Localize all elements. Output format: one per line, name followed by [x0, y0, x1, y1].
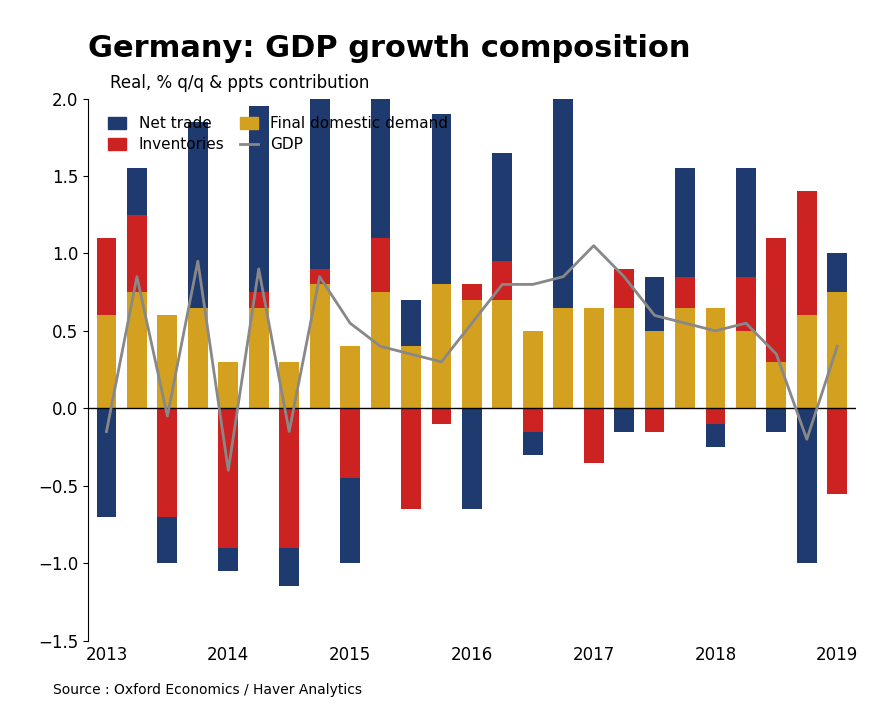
Bar [523, 331, 542, 408]
Text: Real, % q/q & ppts contribution: Real, % q/q & ppts contribution [110, 74, 370, 92]
Bar [310, 269, 330, 284]
Bar [370, 68, 391, 238]
Bar [706, 424, 725, 447]
Bar [158, 315, 177, 408]
Bar [188, 308, 208, 408]
Bar [219, 408, 238, 548]
Bar [462, 284, 482, 300]
Bar [645, 331, 664, 408]
Bar [249, 308, 269, 408]
Bar [340, 478, 360, 563]
Bar [340, 408, 360, 478]
Bar [462, 300, 482, 408]
Bar [675, 308, 695, 408]
Bar [827, 253, 848, 292]
Bar [492, 261, 512, 300]
Bar [249, 292, 269, 308]
Bar [280, 362, 299, 408]
Bar [706, 308, 725, 408]
Bar [280, 548, 299, 586]
Bar [401, 346, 421, 408]
Bar [736, 277, 756, 331]
Bar [645, 277, 664, 331]
Bar [736, 168, 756, 277]
Bar [492, 300, 512, 408]
Bar [645, 408, 664, 432]
Bar [553, 308, 573, 408]
Bar [766, 362, 786, 408]
Bar [401, 408, 421, 509]
Bar [523, 408, 542, 432]
Bar [310, 83, 330, 269]
Bar [553, 91, 573, 308]
Bar [766, 238, 786, 362]
Bar [614, 308, 634, 408]
Bar [614, 408, 634, 432]
Bar [766, 408, 786, 432]
Bar [280, 408, 299, 548]
Bar [431, 408, 452, 424]
Bar [797, 191, 817, 315]
Bar [188, 122, 208, 308]
Bar [127, 168, 146, 215]
Bar [827, 292, 848, 408]
Bar [675, 277, 695, 308]
Bar [706, 408, 725, 424]
Bar [584, 308, 603, 408]
Bar [158, 517, 177, 563]
Bar [827, 408, 848, 494]
Bar [219, 548, 238, 571]
Bar [219, 362, 238, 408]
Bar [675, 168, 695, 277]
Bar [614, 269, 634, 308]
Bar [401, 300, 421, 346]
Bar [340, 346, 360, 408]
Bar [431, 114, 452, 284]
Bar [523, 432, 542, 455]
Legend: Net trade, Inventories, Final domestic demand, GDP: Net trade, Inventories, Final domestic d… [103, 112, 452, 157]
Text: Source : Oxford Economics / Haver Analytics: Source : Oxford Economics / Haver Analyt… [53, 683, 362, 697]
Text: Germany: GDP growth composition: Germany: GDP growth composition [88, 34, 691, 63]
Bar [158, 408, 177, 517]
Bar [797, 408, 817, 563]
Bar [492, 153, 512, 261]
Bar [431, 284, 452, 408]
Bar [249, 106, 269, 292]
Bar [96, 238, 116, 315]
Bar [96, 315, 116, 408]
Bar [462, 408, 482, 509]
Bar [370, 238, 391, 292]
Bar [736, 331, 756, 408]
Bar [797, 315, 817, 408]
Bar [127, 292, 146, 408]
Bar [584, 408, 603, 463]
Bar [96, 408, 116, 517]
Bar [310, 284, 330, 408]
Bar [370, 292, 391, 408]
Bar [127, 215, 146, 292]
